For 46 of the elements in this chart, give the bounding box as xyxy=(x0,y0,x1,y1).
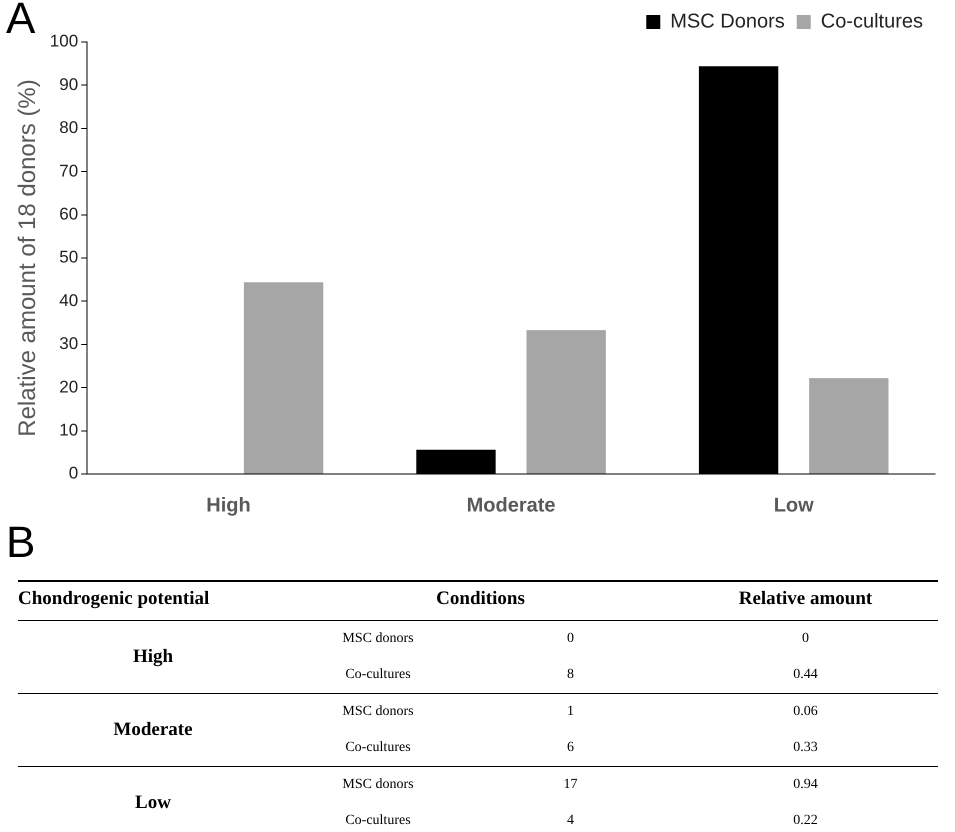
y-tick-label: 30 xyxy=(59,334,78,354)
bar xyxy=(526,330,606,474)
legend-label: Co-cultures xyxy=(820,10,924,33)
x-tick-label: High xyxy=(206,494,251,517)
text: Relative amount xyxy=(673,581,938,620)
category-label: Low xyxy=(134,791,172,815)
y-tick-label: 60 xyxy=(59,204,78,224)
y-tick-label: 50 xyxy=(59,248,78,267)
y-tick-label: 0 xyxy=(68,464,78,483)
data-label: 0.22 xyxy=(792,812,819,830)
bar xyxy=(244,282,324,474)
y-tick-label: 100 xyxy=(50,32,78,51)
y-tick-label: 20 xyxy=(59,377,78,396)
category-label: High xyxy=(18,620,288,694)
data-label: 0.94 xyxy=(792,776,819,794)
y-tick-label: 70 xyxy=(59,161,78,180)
data-label: 0.06 xyxy=(792,703,819,721)
data-label: 0 xyxy=(566,631,575,647)
text: Co-cultures xyxy=(344,667,412,683)
data-label: 0.44 xyxy=(673,657,938,694)
chart-title: A xyxy=(6,0,36,44)
text: B xyxy=(6,518,36,568)
data-label: 0 xyxy=(801,630,810,648)
data-label: 17 xyxy=(562,777,578,793)
x-tick-label: Low xyxy=(774,494,814,517)
text: Co-cultures xyxy=(345,740,411,755)
y-axis-title: Relative amount of 18 donors (%) xyxy=(14,79,42,437)
legend-label: MSC Donors xyxy=(670,10,785,33)
y-tick-label: 40 xyxy=(59,290,78,310)
text: Conditions xyxy=(288,581,674,620)
x-tick-label: Moderate xyxy=(466,494,556,517)
category-label: Moderate xyxy=(18,694,288,766)
bar xyxy=(809,378,888,474)
data-label: 4 xyxy=(566,813,575,829)
y-tick-label: 10 xyxy=(59,420,78,440)
text: Co-cultures xyxy=(345,813,411,828)
data-label: 8 xyxy=(566,667,575,683)
text: MSC donors xyxy=(341,631,415,647)
y-tick-label: 90 xyxy=(59,74,78,94)
data-label: 0.33 xyxy=(673,730,938,766)
data-label: 1 xyxy=(566,704,575,720)
y-tick-label: 80 xyxy=(59,118,78,138)
data-label: 6 xyxy=(566,740,575,756)
text: MSC donors xyxy=(342,704,414,719)
text: MSC donors xyxy=(342,777,414,792)
text: Chondrogenic potential xyxy=(18,581,288,620)
